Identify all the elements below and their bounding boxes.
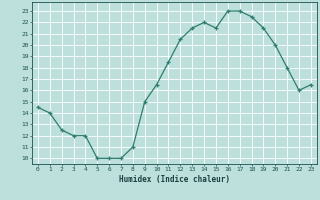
X-axis label: Humidex (Indice chaleur): Humidex (Indice chaleur) [119,175,230,184]
